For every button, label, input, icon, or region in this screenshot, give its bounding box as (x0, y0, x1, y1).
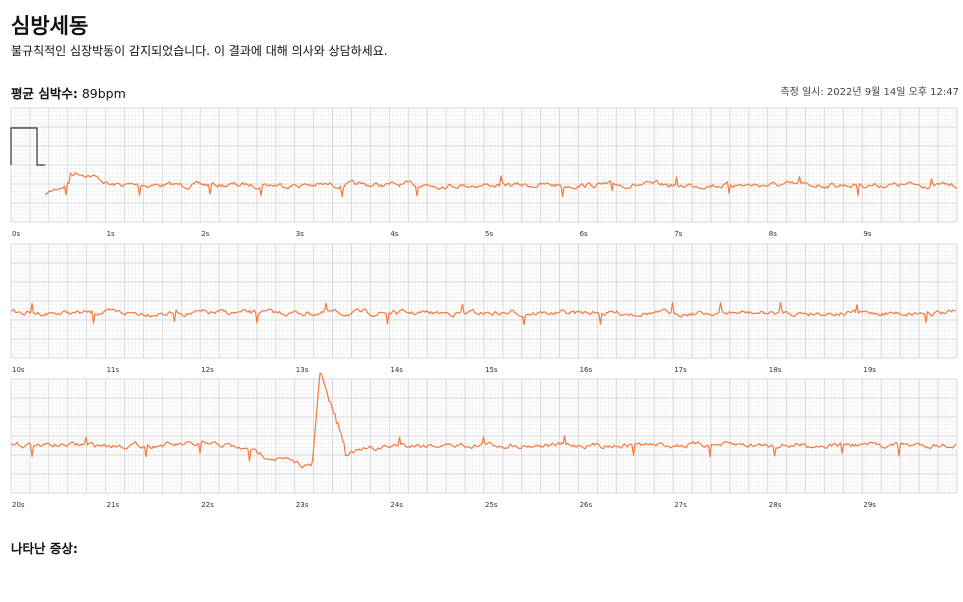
x-tick-label: 14s (390, 366, 403, 374)
x-tick-label: 7s (674, 230, 682, 238)
major-grid (10, 107, 958, 223)
x-tick-label: 12s (201, 366, 214, 374)
x-tick-label: 3s (296, 230, 304, 238)
ecg-trace (11, 372, 957, 469)
x-tick-label: 9s (863, 230, 871, 238)
subtitle: 불규칙적인 심장박동이 감지되었습니다. 이 결과에 대해 의사와 상담하세요. (11, 44, 388, 58)
x-tick-label: 1s (107, 230, 115, 238)
symptoms-label: 나타난 증상: (11, 541, 78, 556)
ecg-strips: 0s 1s 2s 3s 4s 5s 6s 7s 8s 9s 10s 11s 12s 13s 14s 15s 16… (10, 107, 958, 509)
average-heart-rate: 평균 심박수: 89bpm (11, 83, 126, 102)
ecg-trace (10, 302, 957, 326)
x-tick-label: 24s (390, 501, 403, 509)
x-tick-label: 15s (485, 366, 498, 374)
x-tick-label: 28s (769, 501, 782, 509)
x-tick-label: 22s (201, 501, 214, 509)
x-tick-label: 6s (580, 230, 588, 238)
x-tick-label: 25s (485, 501, 498, 509)
x-tick-label: 13s (296, 366, 309, 374)
x-tick-label: 27s (674, 501, 687, 509)
x-tick-label: 18s (769, 366, 782, 374)
x-tick-label: 20s (12, 501, 25, 509)
major-grid (10, 243, 958, 359)
avg-label: 평균 심박수: (11, 86, 78, 101)
measured-at: 측정 일시: 2022년 9월 14일 오후 12:47 (780, 87, 959, 98)
x-tick-label: 0s (12, 230, 20, 238)
title: 심방세동 (11, 14, 89, 38)
x-tick-label: 11s (107, 366, 120, 374)
ecg-trace (44, 172, 958, 198)
calibration-pulse (10, 127, 45, 166)
x-tick-label: 19s (863, 366, 876, 374)
major-grid (10, 378, 958, 494)
x-tick-label: 21s (107, 501, 120, 509)
avg-value: 89bpm (81, 86, 126, 101)
x-tick-label: 2s (201, 230, 209, 238)
x-tick-label: 17s (674, 366, 687, 374)
x-tick-label: 23s (296, 501, 309, 509)
x-tick-label: 10s (12, 366, 25, 374)
x-tick-label: 8s (769, 230, 777, 238)
x-tick-label: 26s (580, 501, 593, 509)
x-tick-label: 29s (863, 501, 876, 509)
x-tick-label: 5s (485, 230, 493, 238)
x-tick-label: 16s (580, 366, 593, 374)
x-tick-label: 4s (390, 230, 398, 238)
